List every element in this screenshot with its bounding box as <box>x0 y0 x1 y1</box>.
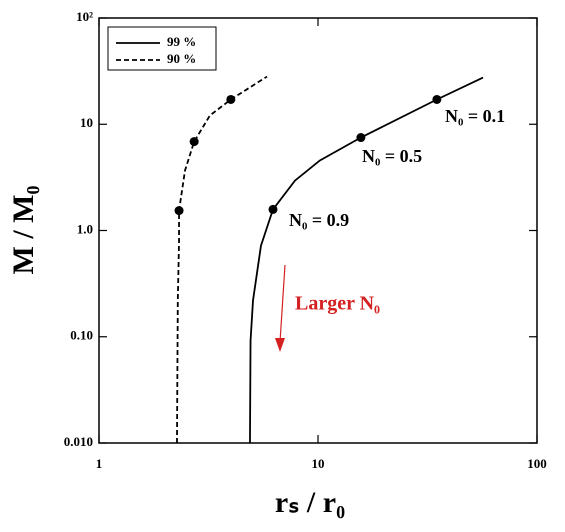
marker <box>174 206 184 216</box>
y-tick-label: 0.010 <box>64 434 93 449</box>
line <box>249 76 484 444</box>
y-tick-label: 0.10 <box>70 328 93 343</box>
legend-label: 90 % <box>167 51 196 66</box>
annotation: N₀ = 0.9 <box>289 210 349 230</box>
plot-frame <box>98 17 538 444</box>
x-tick-label: 10 <box>312 456 325 471</box>
y-tick-label: 1.0 <box>77 221 93 236</box>
line <box>176 75 268 444</box>
legend-box <box>107 26 217 71</box>
marker <box>268 204 278 214</box>
arrow-head <box>275 338 285 352</box>
x-axis-label: rₛ / r₀ <box>275 486 345 519</box>
annotation: N₀ = 0.5 <box>362 146 422 166</box>
marker <box>226 94 236 104</box>
marker <box>432 94 442 104</box>
marker <box>189 137 199 147</box>
annotation: N₀ = 0.1 <box>445 106 505 126</box>
y-tick-label: 10 <box>80 115 93 130</box>
x-tick-label: 100 <box>527 456 547 471</box>
arrow-shaft <box>279 264 286 343</box>
legend-label: 99 % <box>167 34 196 49</box>
y-axis-label: M / M₀ <box>7 186 40 275</box>
y-tick-label: 10² <box>76 9 93 24</box>
annotation: Larger N₀ <box>295 293 380 315</box>
x-tick-label: 1 <box>96 456 103 471</box>
marker <box>356 133 366 143</box>
